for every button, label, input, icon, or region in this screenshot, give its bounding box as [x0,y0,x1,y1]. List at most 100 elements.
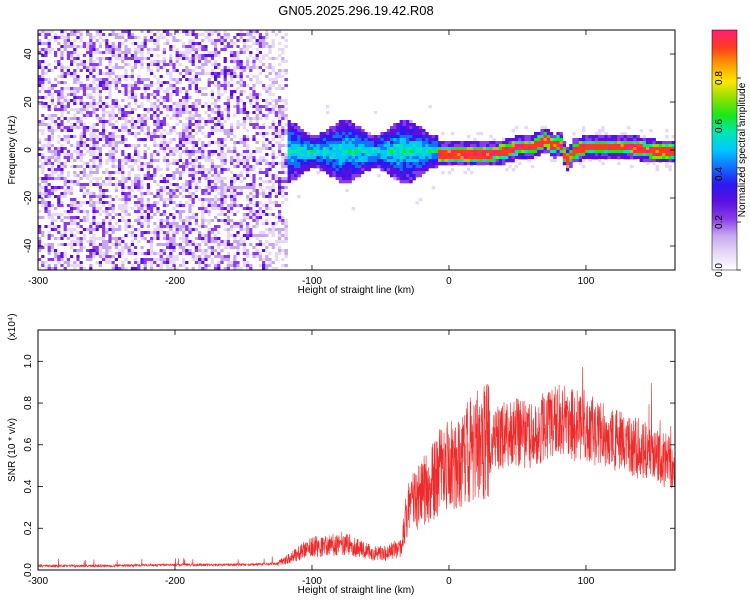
heatmap-cell [111,147,116,151]
heatmap-cell [204,45,208,49]
heatmap-cell [230,39,234,43]
heatmap-cell [210,84,215,88]
heatmap-cell [217,264,221,268]
heatmap-cell [214,30,218,34]
heatmap-cell [188,264,192,268]
heatmap-cell [134,225,138,229]
heatmap-cell [105,216,109,220]
heatmap-cell [217,216,221,220]
heatmap-cell [76,213,80,217]
heatmap-cell [98,114,103,118]
heatmap-cell [114,183,119,187]
heatmap-cell [146,42,151,46]
heatmap-cell [169,120,173,124]
heatmap-cell [95,117,100,121]
heatmap-cell [156,72,160,76]
heatmap-cell [207,243,212,247]
heatmap-cell [114,78,119,82]
heatmap-cell [57,36,61,40]
heatmap-cell [153,48,157,52]
heatmap-cell [82,66,87,70]
heatmap-cell [95,168,100,172]
heatmap-cell [47,231,52,235]
heatmap-cell [162,72,167,76]
heatmap-cell [60,114,64,118]
heatmap-cell [44,48,48,52]
heatmap-cell [86,252,90,256]
heatmap-cell [137,96,141,100]
heatmap-cell [124,105,128,109]
heatmap-cell [185,261,189,265]
heatmap-cell [178,120,183,124]
heatmap-cell [76,153,80,157]
heatmap-cell [127,81,132,85]
heatmap-cell [162,255,167,259]
heatmap-cell [204,60,208,64]
heatmap-cell [79,87,84,91]
heatmap-cell [226,117,231,121]
heatmap-cell [210,126,215,130]
heatmap-cell [140,84,144,88]
heatmap-cell [201,78,205,82]
heatmap-cell [63,246,68,250]
heatmap-cell [66,111,71,115]
heatmap-cell [63,153,68,157]
heatmap-cell [111,153,116,157]
heatmap-cell [47,102,52,106]
heatmap-cell [230,231,234,235]
heatmap-cell [214,234,218,238]
heatmap-cell [210,201,215,205]
heatmap-cell [95,243,100,247]
heatmap-cell [166,120,170,124]
heatmap-cell [111,84,116,88]
heatmap-cell [143,180,148,184]
heatmap-cell [175,78,180,82]
heatmap-cell [41,243,45,247]
heatmap-cell [137,189,141,193]
heatmap-cell [73,183,77,187]
heatmap-cell [185,126,189,130]
heatmap-cell [169,54,173,58]
heatmap-cell [166,168,170,172]
heatmap-cell [217,159,221,163]
heatmap-cell [121,216,125,220]
heatmap-cell [153,189,157,193]
heatmap-cell [95,183,100,187]
heatmap-cell [95,186,100,190]
heatmap-cell [220,174,224,178]
heatmap-cell [98,267,103,270]
heatmap-cell [226,255,231,259]
heatmap-cell [76,147,80,151]
heatmap-cell [204,75,208,79]
heatmap-cell [124,267,128,270]
heatmap-cell [191,42,196,46]
heatmap-cell [146,138,151,142]
heatmap-cell [134,252,138,256]
heatmap-cell [89,60,93,64]
heatmap-cell [47,135,52,139]
heatmap-cell [73,219,77,223]
heatmap-cell [194,231,199,235]
heatmap-cell [220,51,224,55]
heatmap-cell [66,234,71,238]
heatmap-cell [207,156,212,160]
heatmap-cell [60,117,64,121]
heatmap-cell [220,159,224,163]
heatmap-cell [162,216,167,220]
heatmap-cell [204,33,208,37]
heatmap-cell [79,30,84,34]
heatmap-cell [79,60,84,64]
heatmap-cell [44,150,48,154]
heatmap-cell [223,93,228,97]
heatmap-cell [89,129,93,133]
heatmap-cell [137,198,141,202]
heatmap-cell [143,183,148,187]
heatmap-cell [217,45,221,49]
heatmap-cell [118,162,122,166]
heatmap-cell [233,39,237,43]
heatmap-cell [38,237,42,241]
heatmap-cell [57,249,61,253]
heatmap-cell [57,207,61,211]
heatmap-cell [153,114,157,118]
heatmap-cell [57,54,61,58]
